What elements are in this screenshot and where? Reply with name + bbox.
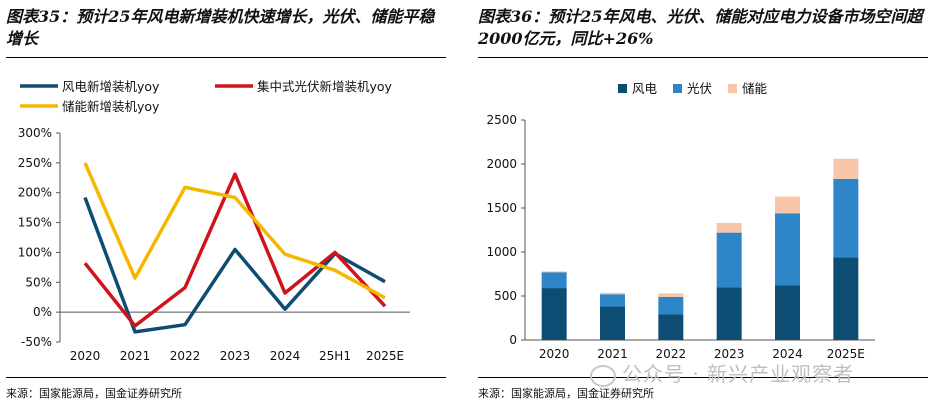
watermark-text: 公众号 · 新兴产业观察者	[622, 362, 855, 386]
y-tick-label: 150%	[18, 216, 52, 230]
legend-swatch-3	[728, 84, 737, 93]
left-title-rule	[6, 57, 446, 58]
y-tick-label: 200%	[18, 186, 52, 200]
legend-label-2: 集中式光伏新增装机yoy	[257, 79, 393, 94]
y-tick-label: 0%	[33, 305, 52, 319]
right-title-rule	[478, 57, 928, 58]
left-source-rule	[6, 377, 446, 378]
x-tick-label: 2024	[772, 347, 803, 361]
bar-chart: 0 500 1000 1500 2000 2500 2020 2021 2022 2023 2024…	[486, 81, 875, 361]
legend-swatch-1	[618, 84, 627, 93]
x-tick-label: 2023	[220, 349, 251, 363]
series-line-3	[83, 162, 386, 300]
y-tick-label: 50%	[25, 275, 52, 289]
x-tick-label: 2020	[70, 349, 101, 363]
y-tick-label: -50%	[21, 335, 52, 349]
bar-segment-2	[658, 296, 684, 315]
legend-swatch-2	[673, 84, 682, 93]
x-tick-label: 2024	[270, 349, 301, 363]
legend-label-1: 风电	[632, 81, 658, 96]
x-tick-label: 2023	[714, 347, 745, 361]
legend-label-2: 光伏	[687, 81, 713, 96]
x-tick-label: 25H1	[319, 349, 351, 363]
x-tick-label: 2025E	[827, 347, 865, 361]
y-tick-label: 1000	[486, 245, 517, 259]
x-tick-label: 2021	[597, 347, 628, 361]
y-tick-label: 1500	[486, 201, 517, 215]
bar-segment-1	[658, 314, 684, 340]
bar-segment-1	[541, 288, 567, 340]
y-tick-label: 0	[509, 333, 517, 347]
y-tick-label: 300%	[18, 126, 52, 140]
bar-segment-1	[775, 285, 800, 340]
wechat-icon	[590, 364, 616, 387]
left-source: 来源：国家能源局，国金证券研究所	[6, 387, 182, 400]
legend-label-1: 风电新增装机yoy	[62, 79, 160, 94]
bar-segment-2	[600, 294, 625, 307]
x-tick-label: 2022	[656, 347, 687, 361]
x-tick-label: 2020	[539, 347, 570, 361]
x-tick-label: 2022	[170, 349, 201, 363]
y-tick-label: 2500	[486, 113, 517, 127]
bar-segment-1	[716, 287, 742, 340]
bar-segment-3	[600, 292, 625, 295]
bar-segment-1	[600, 306, 625, 340]
bar-segment-2	[775, 213, 800, 286]
right-source-rule	[478, 377, 928, 378]
series-line-2	[83, 172, 387, 328]
bar-segment-2	[833, 178, 859, 258]
bar-segment-3	[716, 222, 742, 233]
bar-segment-3	[541, 271, 567, 273]
x-tick-label: 2025E	[366, 349, 404, 363]
legend-label-3: 储能	[742, 81, 768, 96]
legend-label-3: 储能新增装机yoy	[62, 99, 160, 114]
line-chart: -50% 0% 50% 100% 150% 200% 250% 300% 2020 2021 202…	[18, 79, 410, 363]
y-tick-label: 500	[494, 289, 517, 303]
bar-segment-3	[775, 196, 800, 214]
bar-segment-2	[716, 232, 742, 288]
x-tick-label: 2021	[120, 349, 151, 363]
bar-segment-3	[833, 158, 859, 179]
watermark: 公众号 · 新兴产业观察者	[590, 358, 854, 387]
left-chart-title: 图表35：预计25年风电新增装机快速增长，光伏、储能平稳增长	[6, 7, 435, 48]
bar-segment-3	[658, 293, 684, 297]
right-chart-title: 图表36：预计25年风电、光伏、储能对应电力设备市场空间超2000亿元，同比+2…	[478, 7, 923, 48]
y-tick-label: 250%	[18, 156, 52, 170]
right-source: 来源：国家能源局，国金证券研究所	[478, 387, 654, 400]
y-tick-label: 2000	[486, 157, 517, 171]
bar-segment-2	[541, 272, 567, 289]
bar-segment-1	[833, 257, 859, 340]
y-tick-label: 100%	[18, 245, 52, 259]
